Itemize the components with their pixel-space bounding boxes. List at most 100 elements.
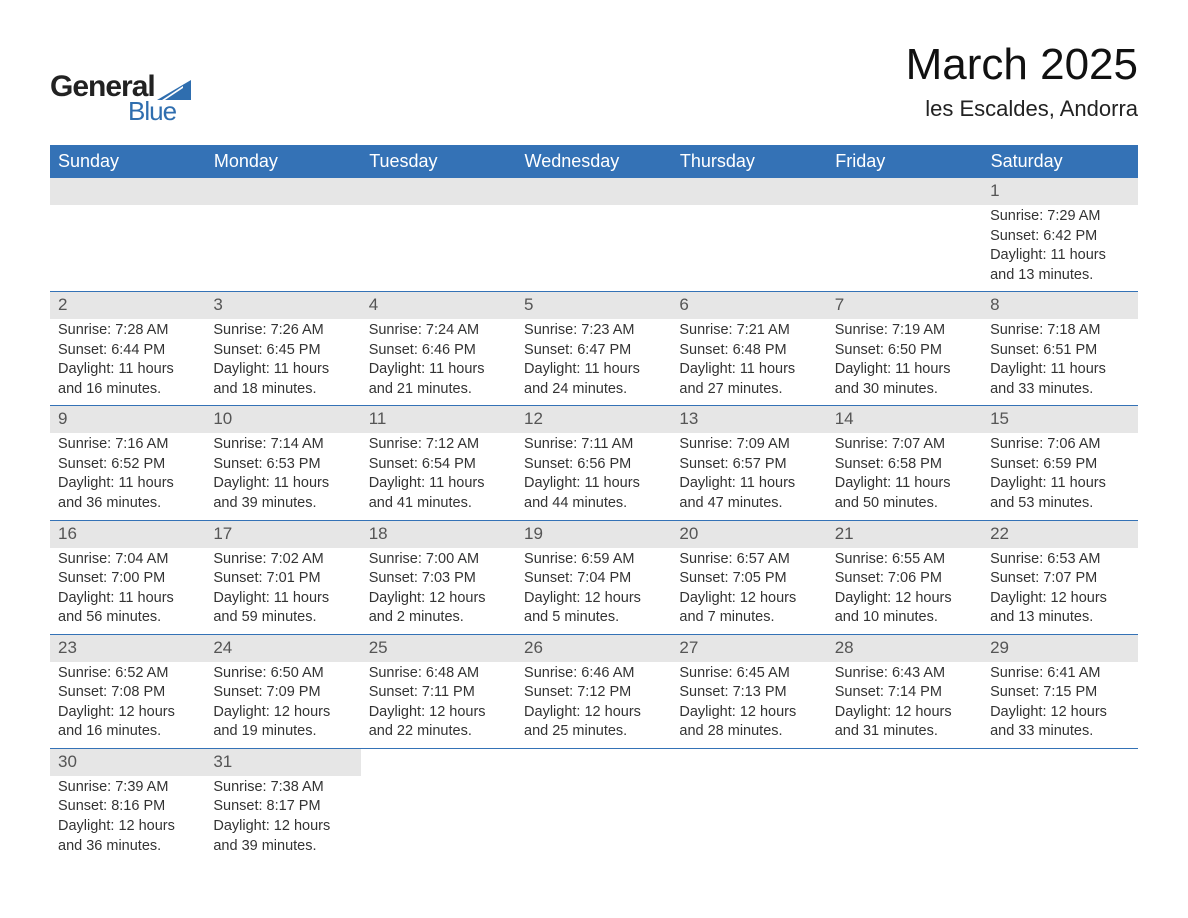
daylight-line: Daylight: 11 hours and 47 minutes. <box>679 474 818 513</box>
day-number: 18 <box>361 521 516 548</box>
calendar-cell-num: 22 <box>982 520 1137 547</box>
sunset-line: Sunset: 6:53 PM <box>213 455 352 475</box>
calendar-cell-info: Sunrise: 6:55 AMSunset: 7:06 PMDaylight:… <box>827 548 982 635</box>
sunrise-line: Sunrise: 7:21 AM <box>679 321 818 341</box>
sunrise-line: Sunrise: 7:04 AM <box>58 550 197 570</box>
calendar-cell-num <box>516 178 671 205</box>
sunset-line: Sunset: 7:09 PM <box>213 683 352 703</box>
month-title: March 2025 <box>906 40 1138 90</box>
header: General Blue March 2025 les Escaldes, An… <box>50 40 1138 127</box>
sunrise-line: Sunrise: 7:02 AM <box>213 550 352 570</box>
day-info: Sunrise: 7:04 AMSunset: 7:00 PMDaylight:… <box>50 548 205 634</box>
sunset-line: Sunset: 6:46 PM <box>369 341 508 361</box>
day-info: Sunrise: 7:00 AMSunset: 7:03 PMDaylight:… <box>361 548 516 634</box>
day-number: 13 <box>671 406 826 433</box>
daylight-line: Daylight: 12 hours and 16 minutes. <box>58 703 197 742</box>
calendar-cell-info: Sunrise: 7:29 AMSunset: 6:42 PMDaylight:… <box>982 205 1137 292</box>
day-number: 5 <box>516 292 671 319</box>
daylight-line: Daylight: 11 hours and 50 minutes. <box>835 474 974 513</box>
calendar-cell-info: Sunrise: 6:43 AMSunset: 7:14 PMDaylight:… <box>827 662 982 749</box>
calendar-cell-num: 16 <box>50 520 205 547</box>
calendar-cell-num: 29 <box>982 634 1137 661</box>
calendar-cell-info: Sunrise: 6:57 AMSunset: 7:05 PMDaylight:… <box>671 548 826 635</box>
day-info: Sunrise: 7:19 AMSunset: 6:50 PMDaylight:… <box>827 319 982 405</box>
calendar-cell-num: 27 <box>671 634 826 661</box>
calendar-cell-info: Sunrise: 7:02 AMSunset: 7:01 PMDaylight:… <box>205 548 360 635</box>
day-info: Sunrise: 6:55 AMSunset: 7:06 PMDaylight:… <box>827 548 982 634</box>
calendar-cell-info <box>982 776 1137 862</box>
day-header-tuesday: Tuesday <box>361 145 516 178</box>
calendar-cell-info: Sunrise: 7:16 AMSunset: 6:52 PMDaylight:… <box>50 433 205 520</box>
calendar-cell-info: Sunrise: 7:39 AMSunset: 8:16 PMDaylight:… <box>50 776 205 862</box>
calendar-cell-num: 7 <box>827 292 982 319</box>
location: les Escaldes, Andorra <box>906 96 1138 122</box>
day-number: 6 <box>671 292 826 319</box>
sunrise-line: Sunrise: 7:18 AM <box>990 321 1129 341</box>
day-number: 16 <box>50 521 205 548</box>
calendar-cell-num <box>50 178 205 205</box>
day-number: 29 <box>982 635 1137 662</box>
day-info: Sunrise: 7:21 AMSunset: 6:48 PMDaylight:… <box>671 319 826 405</box>
daylight-line: Daylight: 11 hours and 33 minutes. <box>990 360 1129 399</box>
daylight-line: Daylight: 12 hours and 7 minutes. <box>679 589 818 628</box>
daylight-line: Daylight: 11 hours and 53 minutes. <box>990 474 1129 513</box>
day-number: 28 <box>827 635 982 662</box>
day-number: 22 <box>982 521 1137 548</box>
calendar-cell-info <box>361 776 516 862</box>
logo: General Blue <box>50 70 191 127</box>
daylight-line: Daylight: 11 hours and 41 minutes. <box>369 474 508 513</box>
calendar-cell-info: Sunrise: 6:52 AMSunset: 7:08 PMDaylight:… <box>50 662 205 749</box>
sunset-line: Sunset: 7:15 PM <box>990 683 1129 703</box>
calendar-cell-num: 2 <box>50 292 205 319</box>
daylight-line: Daylight: 11 hours and 56 minutes. <box>58 589 197 628</box>
calendar-header: SundayMondayTuesdayWednesdayThursdayFrid… <box>50 145 1138 178</box>
day-number: 3 <box>205 292 360 319</box>
sunrise-line: Sunrise: 6:45 AM <box>679 664 818 684</box>
day-info: Sunrise: 7:16 AMSunset: 6:52 PMDaylight:… <box>50 433 205 519</box>
calendar-cell-info: Sunrise: 7:24 AMSunset: 6:46 PMDaylight:… <box>361 319 516 406</box>
sunrise-line: Sunrise: 7:12 AM <box>369 435 508 455</box>
day-info: Sunrise: 7:18 AMSunset: 6:51 PMDaylight:… <box>982 319 1137 405</box>
calendar-cell-info <box>50 205 205 292</box>
sunset-line: Sunset: 6:42 PM <box>990 227 1129 247</box>
daylight-line: Daylight: 12 hours and 19 minutes. <box>213 703 352 742</box>
day-number: 15 <box>982 406 1137 433</box>
calendar-cell-num <box>827 178 982 205</box>
daylight-line: Daylight: 12 hours and 39 minutes. <box>213 817 352 856</box>
calendar-cell-info <box>671 205 826 292</box>
calendar-cell-num: 21 <box>827 520 982 547</box>
daylight-line: Daylight: 12 hours and 31 minutes. <box>835 703 974 742</box>
daylight-line: Daylight: 11 hours and 30 minutes. <box>835 360 974 399</box>
day-info: Sunrise: 7:38 AMSunset: 8:17 PMDaylight:… <box>205 776 360 862</box>
daylight-line: Daylight: 12 hours and 13 minutes. <box>990 589 1129 628</box>
calendar-cell-num: 1 <box>982 178 1137 205</box>
empty-day-number <box>50 178 205 205</box>
calendar-cell-num <box>361 178 516 205</box>
calendar-cell-info: Sunrise: 7:09 AMSunset: 6:57 PMDaylight:… <box>671 433 826 520</box>
sunset-line: Sunset: 6:45 PM <box>213 341 352 361</box>
calendar-cell-num: 5 <box>516 292 671 319</box>
day-header-friday: Friday <box>827 145 982 178</box>
day-info: Sunrise: 6:50 AMSunset: 7:09 PMDaylight:… <box>205 662 360 748</box>
empty-day-number <box>671 178 826 205</box>
calendar-cell-num <box>671 748 826 775</box>
calendar-cell-info: Sunrise: 7:06 AMSunset: 6:59 PMDaylight:… <box>982 433 1137 520</box>
sunset-line: Sunset: 7:01 PM <box>213 569 352 589</box>
calendar-cell-num: 23 <box>50 634 205 661</box>
empty-day-number <box>361 178 516 205</box>
day-info: Sunrise: 6:57 AMSunset: 7:05 PMDaylight:… <box>671 548 826 634</box>
calendar-cell-num: 9 <box>50 406 205 433</box>
daylight-line: Daylight: 11 hours and 24 minutes. <box>524 360 663 399</box>
logo-text-blue: Blue <box>128 96 191 127</box>
day-number: 11 <box>361 406 516 433</box>
day-number: 19 <box>516 521 671 548</box>
calendar-cell-num: 4 <box>361 292 516 319</box>
day-info: Sunrise: 7:26 AMSunset: 6:45 PMDaylight:… <box>205 319 360 405</box>
calendar-cell-info <box>671 776 826 862</box>
day-info: Sunrise: 7:14 AMSunset: 6:53 PMDaylight:… <box>205 433 360 519</box>
sunrise-line: Sunrise: 6:46 AM <box>524 664 663 684</box>
day-number: 14 <box>827 406 982 433</box>
daylight-line: Daylight: 12 hours and 2 minutes. <box>369 589 508 628</box>
sunrise-line: Sunrise: 7:38 AM <box>213 778 352 798</box>
day-info: Sunrise: 7:12 AMSunset: 6:54 PMDaylight:… <box>361 433 516 519</box>
